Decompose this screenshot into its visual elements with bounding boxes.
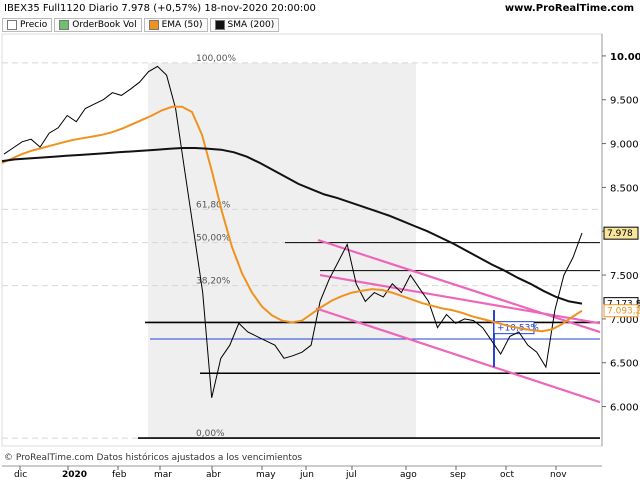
legend-label: EMA (50) xyxy=(161,20,203,30)
x-tick-label: abr xyxy=(206,470,221,480)
legend-ema[interactable]: EMA (50) xyxy=(143,18,208,32)
brand-label[interactable]: www.ProRealTime.com xyxy=(504,3,634,14)
x-tick-label: feb xyxy=(112,470,127,480)
y-tick-label: 6.500 xyxy=(610,359,639,370)
x-tick-label: sep xyxy=(450,470,466,480)
y-tick-label: 6.000 xyxy=(610,403,639,414)
y-tick-label: 7.500 xyxy=(610,271,639,282)
footer-copyright: © ProRealTime.com Datos históricos ajust… xyxy=(4,453,303,463)
x-tick-label: 2020 xyxy=(62,470,87,480)
x-tick-label: may xyxy=(256,470,276,480)
fib-level-label: 50,00% xyxy=(196,234,231,244)
x-tick-label: ago xyxy=(400,470,417,480)
price-tag-label: 7.093,2 xyxy=(607,307,640,317)
legend-label: Precio xyxy=(20,20,48,30)
legend-label: SMA (200) xyxy=(227,20,275,30)
price-tag-label: 7.978 xyxy=(607,229,633,239)
instrument-title: IBEX35 Full1120 Diario 7.978 (+0,57%) 18… xyxy=(4,3,316,14)
ema-swatch-icon xyxy=(148,20,159,30)
price-swatch-icon xyxy=(7,20,17,30)
y-tick-label: 7.000 xyxy=(610,315,639,326)
series-ema-50- xyxy=(1,105,583,333)
indicator-legend: Precio OrderBook Vol EMA (50) SMA (200) xyxy=(2,18,280,32)
x-tick-label: jun xyxy=(299,470,314,480)
y-tick-label: 10.000 xyxy=(610,52,640,63)
series-sma-200- xyxy=(1,147,583,305)
fib-level-label: 0,00% xyxy=(196,429,225,439)
orderbook-swatch-icon xyxy=(59,20,70,30)
y-tick-label: 9.500 xyxy=(610,96,639,107)
channel-line xyxy=(317,238,601,334)
x-tick-label: dic xyxy=(14,470,27,480)
fib-level-label: 61,80% xyxy=(196,200,231,210)
x-tick-label: oct xyxy=(500,470,514,480)
channel-line xyxy=(319,273,601,325)
series-precio xyxy=(3,65,583,398)
legend-price[interactable]: Precio xyxy=(2,18,53,32)
y-tick-label: 9.000 xyxy=(610,140,639,151)
sma-swatch-icon xyxy=(214,20,225,30)
x-tick-label: mar xyxy=(154,470,172,480)
fibonacci-zone xyxy=(148,62,416,439)
chart-header: IBEX35 Full1120 Diario 7.978 (+0,57%) 18… xyxy=(0,0,640,18)
legend-sma[interactable]: SMA (200) xyxy=(209,18,280,32)
fib-level-label: 100,00% xyxy=(196,54,236,64)
legend-orderbook[interactable]: OrderBook Vol xyxy=(54,18,142,32)
x-tick-label: nov xyxy=(550,470,567,480)
fib-level-label: 38,20% xyxy=(196,277,231,287)
channel-line xyxy=(315,307,601,404)
price-tag xyxy=(603,226,639,240)
price-tag xyxy=(603,304,639,318)
x-tick-label: jul xyxy=(345,470,357,480)
legend-label: OrderBook Vol xyxy=(72,20,137,30)
y-tick-label: 8.500 xyxy=(610,183,639,194)
